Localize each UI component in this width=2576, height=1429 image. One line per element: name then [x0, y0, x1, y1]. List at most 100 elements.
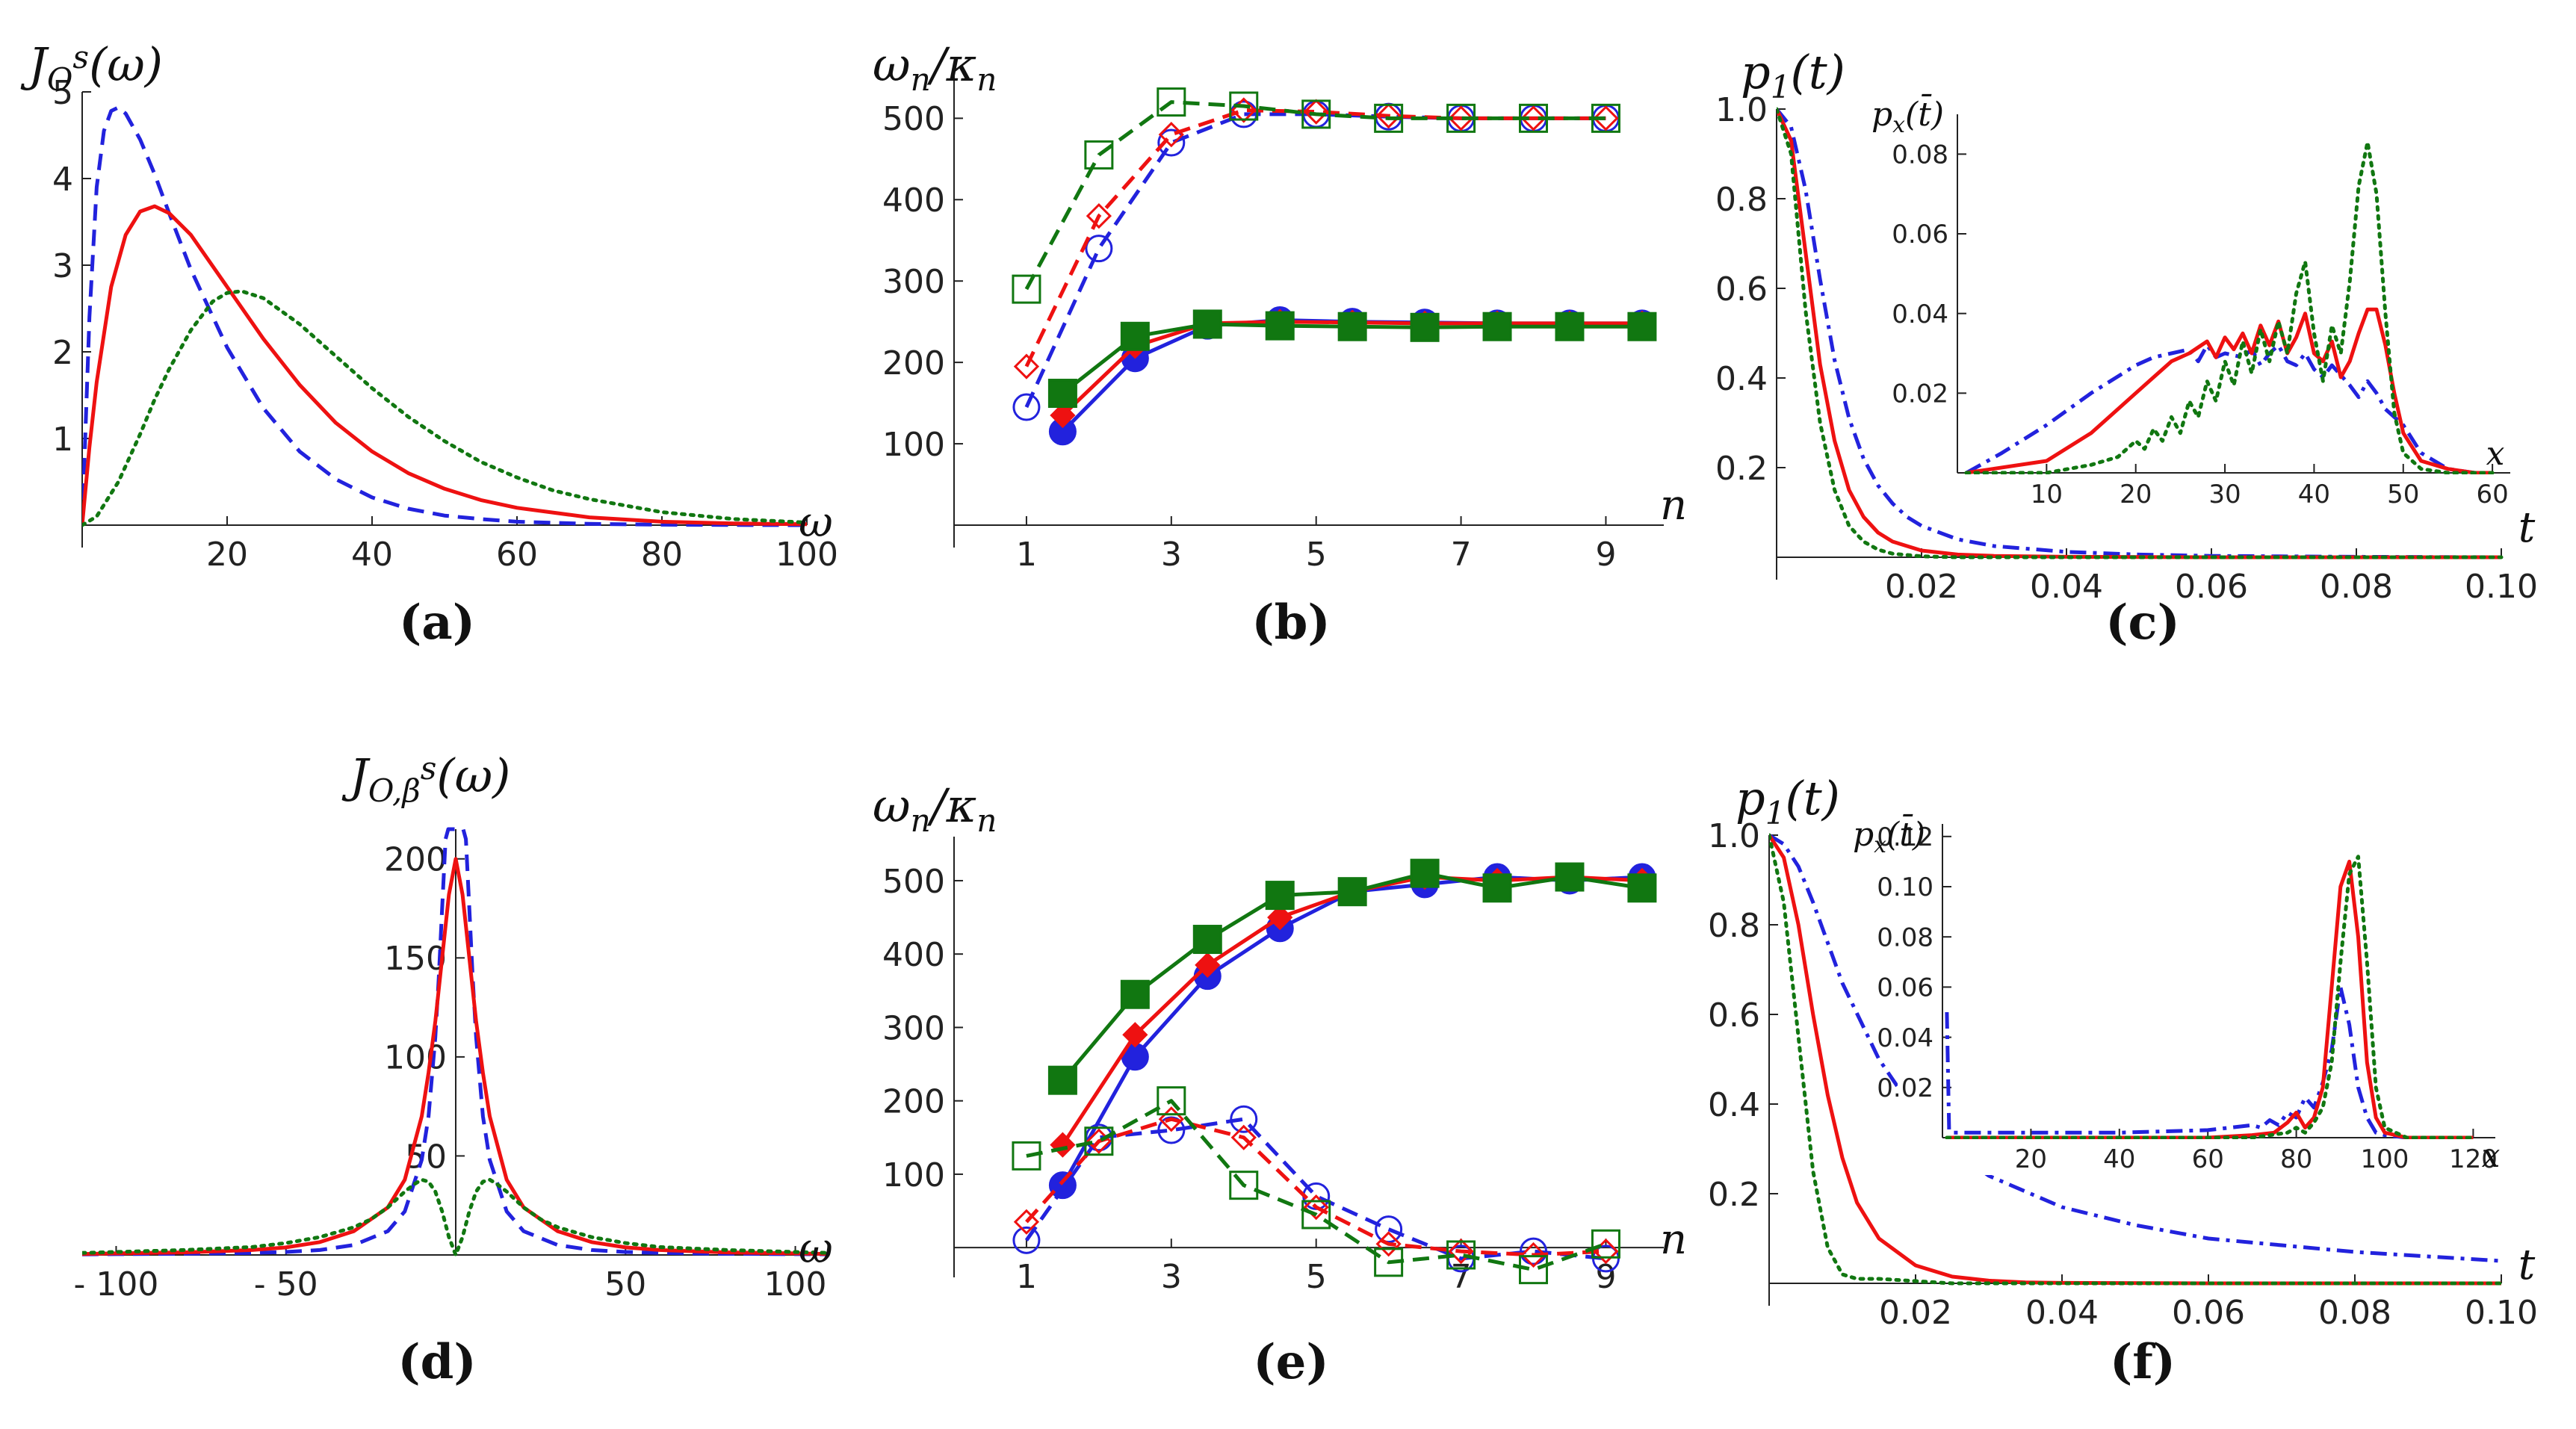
y-tick-label: 400: [882, 182, 945, 220]
x-tick-label: 80: [641, 536, 683, 574]
data-point: [1195, 952, 1221, 979]
x-tick-label: 50: [2387, 480, 2419, 509]
y-tick-label: 0.12: [1877, 822, 1933, 852]
data-point: [1301, 99, 1331, 129]
series-green-dotted: [1964, 140, 2495, 474]
panel-caption: (b): [1251, 595, 1330, 651]
inset-f: 20 40 60 80 100 120 0.02 0.04 0.06 0.08 0.10 0.12px…: [1853, 809, 2503, 1175]
data-point: [1012, 274, 1041, 304]
x-tick-label: 40: [2298, 480, 2330, 509]
x-tick-label: 0.10: [2465, 568, 2538, 606]
y-tick-label: 500: [882, 863, 945, 901]
x-tick-label: 5: [1306, 536, 1327, 574]
series-red-solid: [1946, 859, 2474, 1139]
y-tick-label: 0.2: [1708, 1176, 1760, 1214]
y-tick-label: 200: [882, 1083, 945, 1121]
x-axis-label: ω: [799, 498, 833, 547]
data-point: [1012, 1141, 1041, 1171]
data-point: [1048, 1171, 1077, 1200]
data-point: [1229, 1171, 1259, 1200]
x-tick-label: 100: [764, 1265, 827, 1304]
x-tick-label: 50: [604, 1265, 646, 1304]
data-point: [1013, 353, 1040, 379]
x-tick-label: - 50: [254, 1265, 318, 1304]
y-tick-label: 1.0: [1715, 91, 1768, 129]
x-tick-label: 0.06: [2172, 1294, 2245, 1332]
x-tick-label: 20: [2120, 480, 2152, 509]
data-point: [1192, 309, 1222, 339]
series-line: [82, 105, 808, 527]
data-point: [1012, 393, 1041, 421]
series-line: [1769, 833, 2502, 1263]
x-tick-label: 20: [206, 536, 248, 574]
data-point: [1084, 1126, 1114, 1156]
y-tick-label: 3: [52, 247, 73, 285]
data-point: [1120, 979, 1150, 1009]
series-green-dashed: [1012, 87, 1620, 304]
y-tick-label: 100: [882, 426, 945, 464]
x-tick-label: 3: [1161, 1258, 1182, 1296]
data-point: [1301, 1200, 1331, 1230]
y-tick-label: 500: [882, 100, 945, 138]
data-point: [1157, 1086, 1186, 1116]
y-tick-label: 0.08: [1892, 140, 1948, 170]
y-tick-label: 400: [882, 936, 945, 974]
x-tick-label: 20: [2015, 1144, 2047, 1174]
y-tick-label: 0.4: [1715, 360, 1768, 398]
data-point: [1374, 1247, 1404, 1277]
plot-area: [1769, 833, 2504, 1286]
plot-area: [82, 827, 832, 1257]
series-blue-dashdot: [1965, 343, 2493, 474]
x-tick-label: 10: [2031, 480, 2063, 509]
y-axis-label: ωn/κn: [873, 37, 997, 98]
y-axis-label: JOs(ω): [20, 37, 163, 98]
series-line: [1025, 1117, 1606, 1257]
series-line: [82, 1177, 832, 1257]
data-point: [1410, 312, 1440, 342]
x-tick-label: 9: [1595, 1258, 1616, 1296]
y-tick-label: 0.8: [1708, 907, 1760, 945]
x-tick-label: 60: [2192, 1144, 2224, 1174]
data-point: [1555, 311, 1585, 341]
x-tick-label: 0.04: [2025, 1294, 2099, 1332]
data-point: [1627, 311, 1657, 341]
y-axis-label: p1(t): [1741, 45, 1845, 105]
x-tick-label: 100: [2361, 1144, 2409, 1174]
series-line: [1061, 875, 1643, 1186]
chart-panel-f: 0.02 0.04 0.06 0.08 0.10 0.2 0.4 0.6 0.8 1.0p1(t)…: [1708, 771, 2538, 1390]
data-point: [1520, 1237, 1548, 1265]
data-point: [1047, 1065, 1077, 1095]
series-blue-dashed: [82, 827, 830, 1256]
x-tick-label: 40: [2103, 1144, 2135, 1174]
data-point: [1337, 877, 1367, 907]
series-line: [82, 827, 830, 1256]
series-blue-dashdot: [1777, 108, 2502, 559]
panel-caption: (a): [399, 595, 475, 651]
x-tick-label: 0.06: [2175, 568, 2248, 606]
y-axis-label: JO,βs(ω): [341, 748, 510, 809]
x-tick-label: 1: [1016, 1258, 1037, 1296]
x-tick-label: 60: [496, 536, 538, 574]
y-tick-label: 5: [52, 74, 73, 112]
data-point: [1012, 1226, 1041, 1254]
data-point: [1375, 1215, 1403, 1244]
data-point: [1375, 1231, 1402, 1257]
chart-panel-c: 0.02 0.04 0.06 0.08 0.10 0.2 0.4 0.6 0.8 1.0p1(t)…: [1715, 45, 2538, 651]
y-tick-label: 0.06: [1877, 973, 1933, 1003]
plot-area: [1777, 107, 2504, 559]
data-point: [1050, 1132, 1076, 1158]
series-red-solid: [1050, 864, 1656, 1158]
series-green-dotted: [82, 1177, 832, 1257]
data-point: [1520, 1242, 1546, 1268]
x-tick-label: 9: [1595, 536, 1616, 574]
data-point: [1013, 1209, 1040, 1235]
data-point: [1410, 858, 1440, 888]
data-point: [1591, 103, 1620, 133]
inset-x-axis-label: x: [2482, 1137, 2501, 1175]
y-tick-label: 0.8: [1715, 181, 1768, 219]
y-tick-label: 0.6: [1715, 270, 1768, 309]
y-tick-label: 100: [882, 1156, 945, 1194]
data-point: [1448, 105, 1474, 131]
